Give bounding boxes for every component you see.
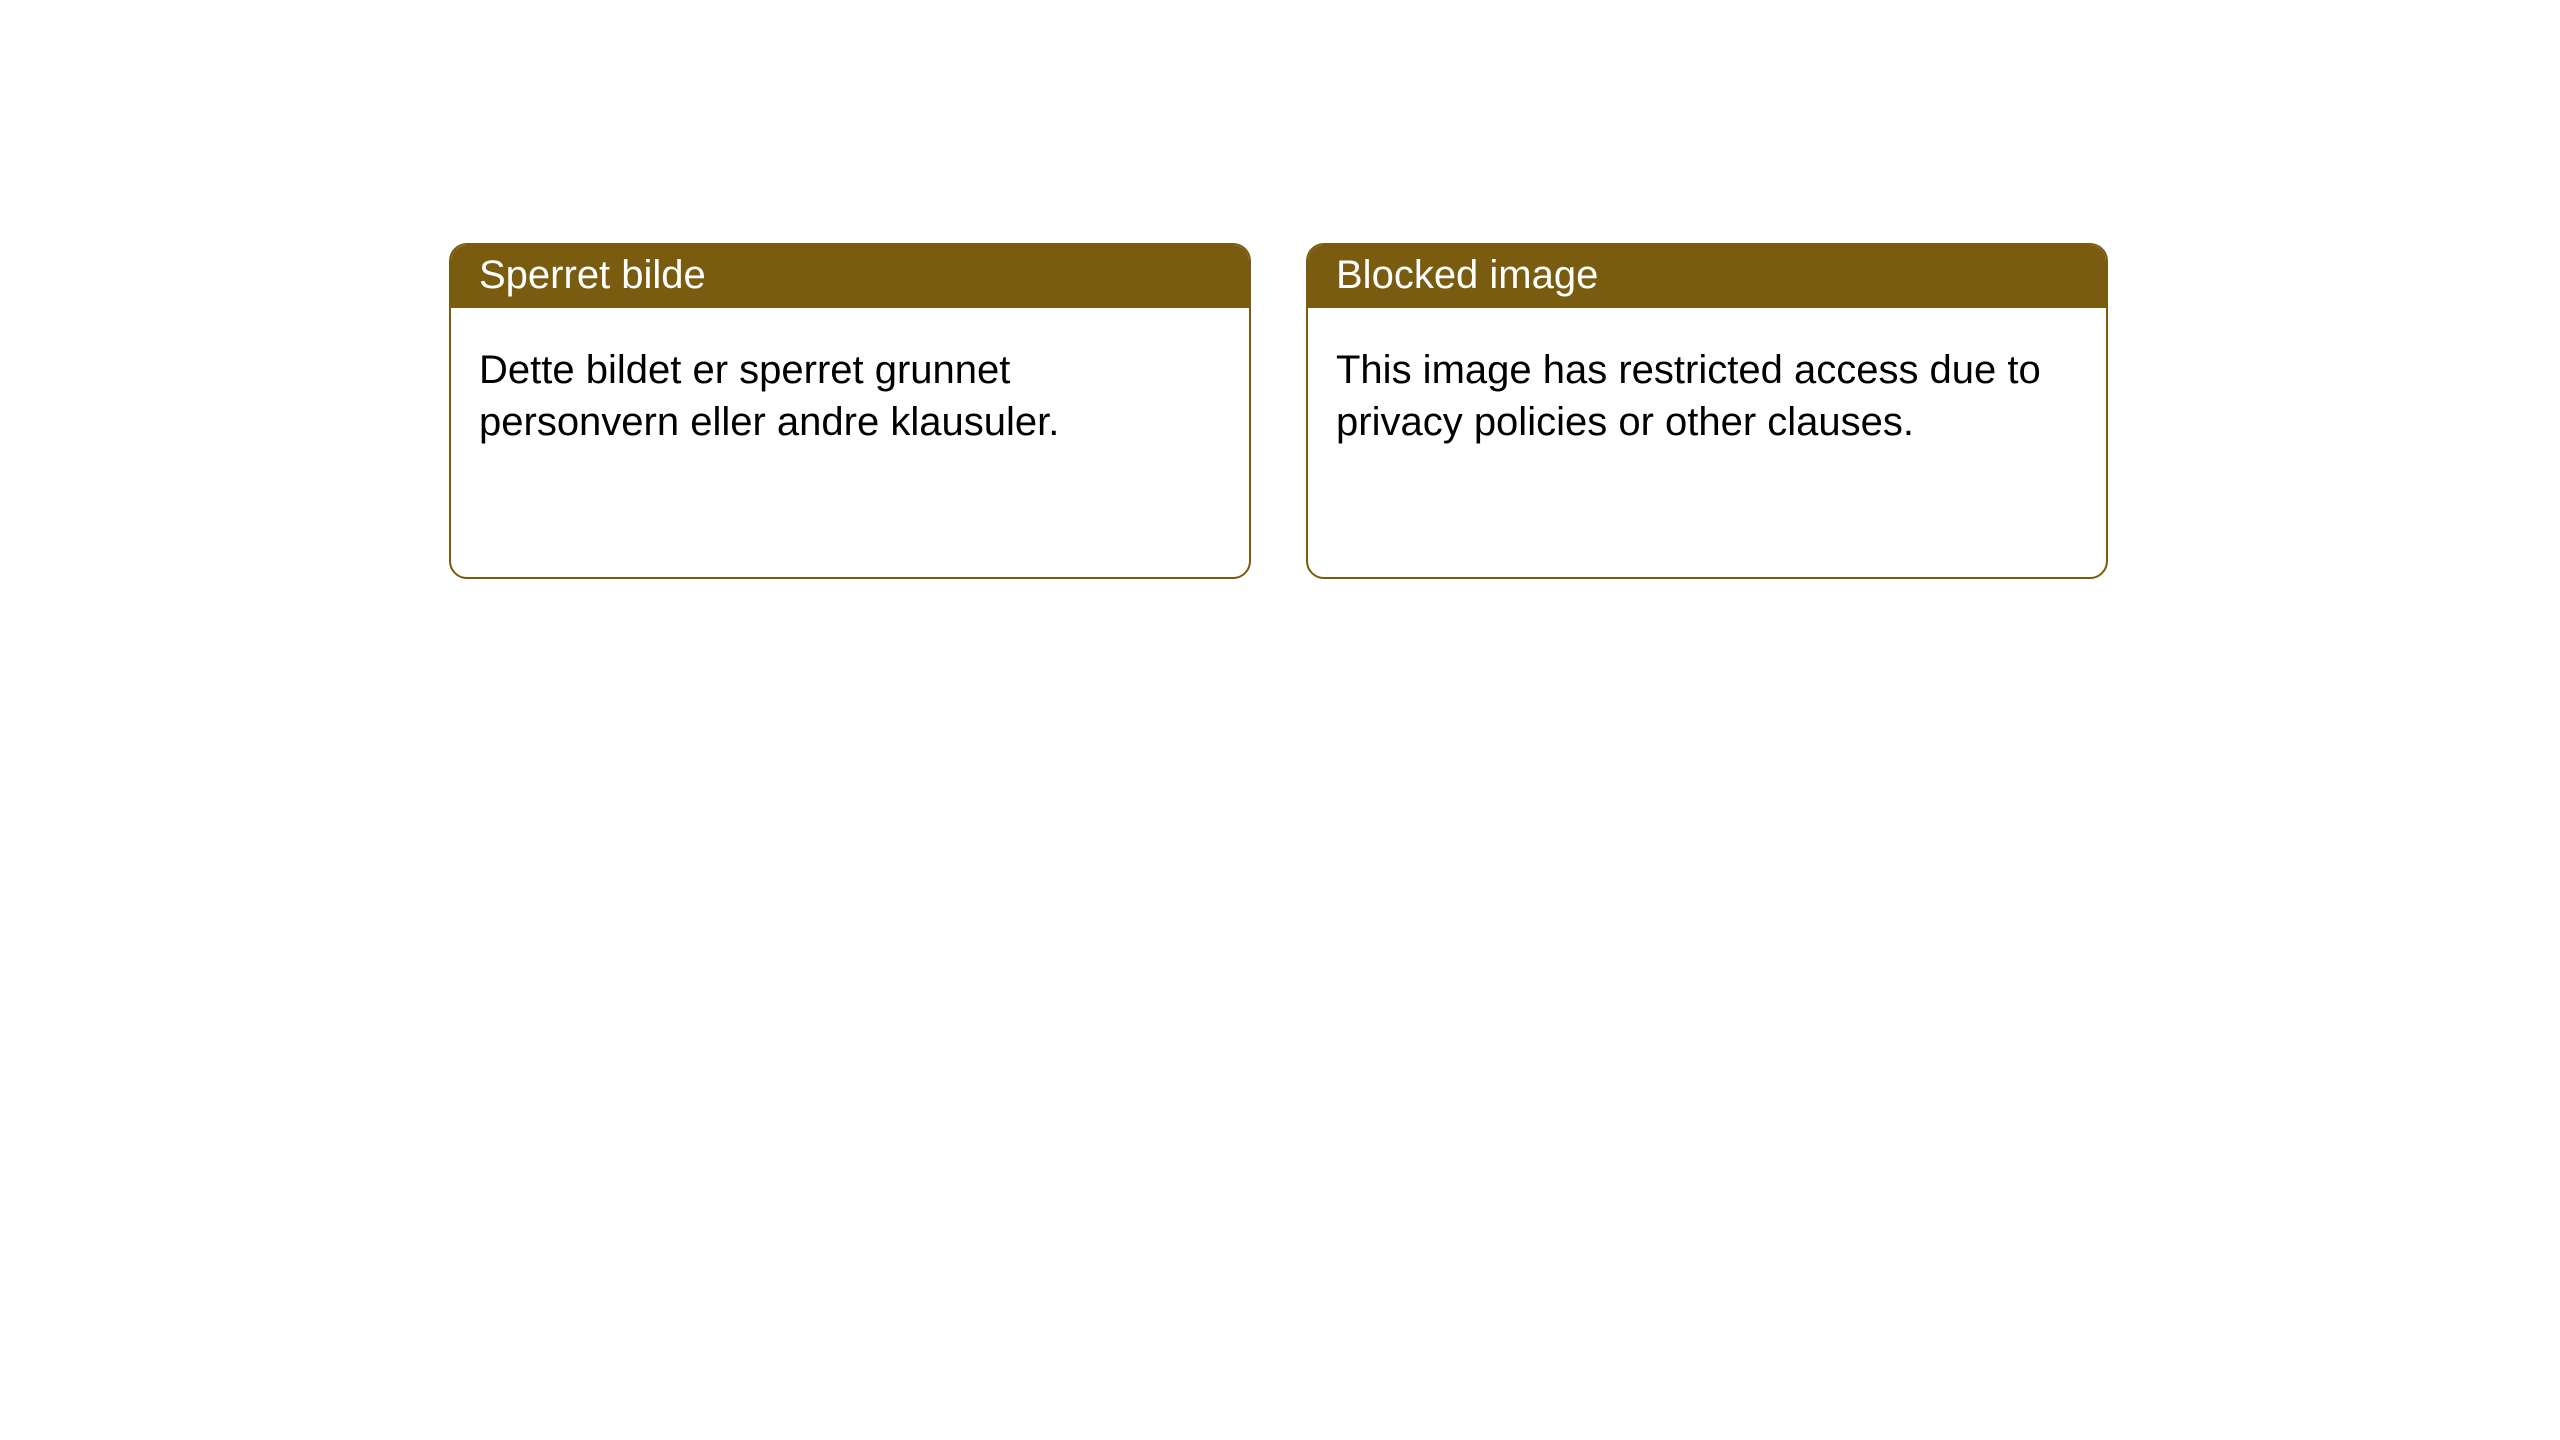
notice-box-norwegian: Sperret bilde Dette bildet er sperret gr… — [449, 243, 1251, 579]
notice-container: Sperret bilde Dette bildet er sperret gr… — [0, 0, 2560, 579]
notice-header: Sperret bilde — [451, 245, 1249, 308]
notice-header: Blocked image — [1308, 245, 2106, 308]
notice-message: Dette bildet er sperret grunnet personve… — [451, 308, 1249, 476]
notice-message: This image has restricted access due to … — [1308, 308, 2106, 476]
notice-box-english: Blocked image This image has restricted … — [1306, 243, 2108, 579]
